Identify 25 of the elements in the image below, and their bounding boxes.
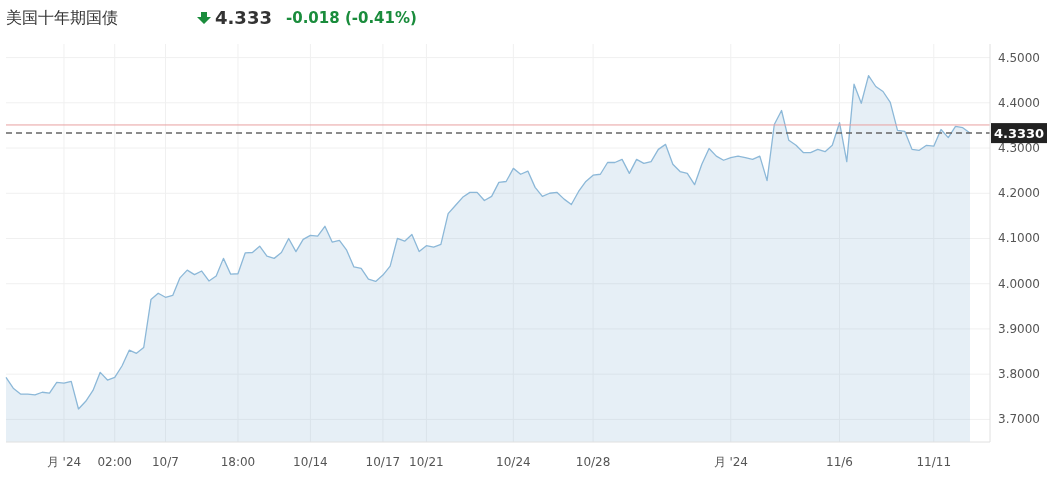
y-tick-label: 3.8000 <box>998 367 1040 382</box>
y-tick-label: 4.1000 <box>998 231 1040 246</box>
x-tick-label: 月 '24 <box>713 455 749 469</box>
x-tick-label: 18:00 <box>220 455 256 469</box>
x-tick-label: 10/7 <box>151 455 179 469</box>
x-tick-label: 10/28 <box>575 455 611 469</box>
ref-line-label: 4.3330 <box>993 126 1045 142</box>
x-tick-label: 月 '24 <box>46 455 82 469</box>
x-tick-label: 10/24 <box>496 455 531 469</box>
x-tick-label: 02:00 <box>97 455 133 469</box>
x-tick-label: 11/11 <box>916 455 952 469</box>
x-tick-label: 10/21 <box>409 455 444 469</box>
y-tick-label: 4.0000 <box>998 276 1040 291</box>
x-tick-label: 10/14 <box>293 455 328 469</box>
y-tick-label: 4.5000 <box>998 50 1040 65</box>
text: -0.018 (-0.41%) <box>286 9 417 27</box>
x-tick-label: 10/17 <box>365 455 401 469</box>
x-tick-label: 11/6 <box>826 455 854 469</box>
y-tick-label: 3.9000 <box>998 321 1040 336</box>
chart-title: 美国十年期国债 <box>6 8 118 27</box>
y-tick-label: 4.4000 <box>998 95 1040 110</box>
y-tick-label: 4.2000 <box>998 186 1040 201</box>
y-tick-label: 3.7000 <box>998 412 1040 427</box>
y-tick-label: 4.3000 <box>998 141 1040 156</box>
chart-subtitle: 4.333 <box>215 7 272 28</box>
